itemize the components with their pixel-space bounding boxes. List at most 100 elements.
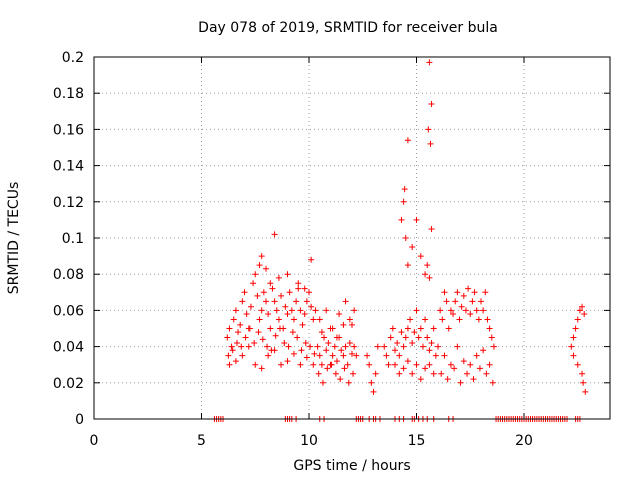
data-point [256, 316, 263, 323]
data-point [252, 271, 259, 278]
data-point [580, 379, 587, 386]
data-point [301, 311, 308, 318]
data-point [252, 361, 259, 368]
data-point [582, 388, 589, 395]
data-point [337, 376, 344, 383]
data-point [273, 307, 280, 314]
data-point [447, 361, 454, 368]
x-tick-label: 5 [197, 433, 206, 449]
data-point [226, 325, 233, 332]
data-point [426, 59, 433, 66]
data-point [387, 334, 394, 341]
data-point [306, 289, 312, 296]
data-point [438, 370, 445, 377]
data-point [346, 339, 353, 346]
data-point [398, 329, 405, 336]
data-point [272, 332, 279, 339]
data-point [364, 352, 371, 359]
data-point [392, 347, 398, 354]
data-point [250, 280, 257, 287]
data-point [570, 334, 577, 341]
y-tick-label: 0.08 [53, 267, 84, 283]
data-point [437, 307, 444, 314]
data-point [394, 339, 401, 346]
data-point [441, 289, 448, 296]
data-point [263, 265, 269, 272]
data-point [409, 370, 416, 377]
data-point [318, 361, 325, 368]
data-point [316, 316, 323, 323]
grid-lines [94, 57, 610, 419]
data-point [314, 343, 321, 350]
data-point [302, 339, 309, 346]
data-point [450, 311, 457, 318]
y-tick-label: 0.1 [62, 231, 84, 247]
data-point [409, 339, 416, 346]
data-point [430, 325, 437, 332]
data-point [265, 311, 272, 318]
data-point [329, 352, 336, 359]
data-point [574, 316, 581, 323]
data-point [308, 303, 315, 310]
data-point [568, 343, 575, 350]
data-point [400, 343, 407, 350]
y-tick-label: 0.04 [53, 340, 84, 356]
data-point [318, 329, 325, 336]
data-point [301, 285, 308, 292]
data-point [351, 307, 358, 314]
data-point [427, 140, 434, 147]
data-point [263, 298, 269, 305]
data-point [246, 325, 253, 332]
data-point [271, 231, 278, 238]
data-point [404, 137, 411, 144]
y-tick-label: 0.06 [53, 303, 84, 319]
data-point [419, 343, 426, 350]
data-point [256, 262, 263, 269]
data-point [285, 343, 292, 350]
data-point [316, 352, 323, 359]
data-point [258, 253, 265, 260]
x-tick-label: 15 [408, 433, 426, 449]
data-point [480, 307, 487, 314]
data-point [473, 307, 480, 314]
data-point [456, 316, 463, 323]
x-axis-label: GPS time / hours [293, 458, 410, 474]
data-point [332, 370, 339, 377]
data-point [345, 379, 352, 386]
data-point [579, 370, 586, 377]
data-point [484, 316, 491, 323]
data-point [417, 253, 424, 260]
data-point [570, 352, 577, 359]
data-point [486, 361, 493, 368]
data-point [298, 347, 305, 354]
data-point [374, 343, 381, 350]
data-point [404, 358, 411, 365]
y-tick-label: 0.2 [62, 50, 84, 66]
data-point [299, 321, 306, 328]
data-point [323, 307, 330, 314]
data-point [404, 325, 411, 332]
data-point [289, 329, 296, 336]
data-point [349, 350, 355, 357]
data-point [237, 321, 244, 328]
data-point [572, 325, 579, 332]
data-point [400, 198, 407, 205]
data-point [447, 307, 454, 314]
data-point [260, 289, 267, 296]
data-point [426, 347, 433, 354]
data-point [396, 370, 403, 377]
y-tick-label: 0 [75, 412, 84, 428]
y-tick-label: 0.14 [53, 159, 84, 175]
data-point [417, 325, 424, 332]
data-point [445, 325, 452, 332]
data-point [281, 339, 288, 346]
data-point [226, 361, 233, 368]
data-point [483, 370, 490, 377]
data-point [284, 358, 291, 365]
data-point [288, 307, 295, 314]
data-point [228, 343, 235, 350]
data-point [267, 325, 274, 332]
data-point [295, 285, 302, 292]
data-point [310, 361, 317, 368]
data-point [333, 334, 340, 341]
